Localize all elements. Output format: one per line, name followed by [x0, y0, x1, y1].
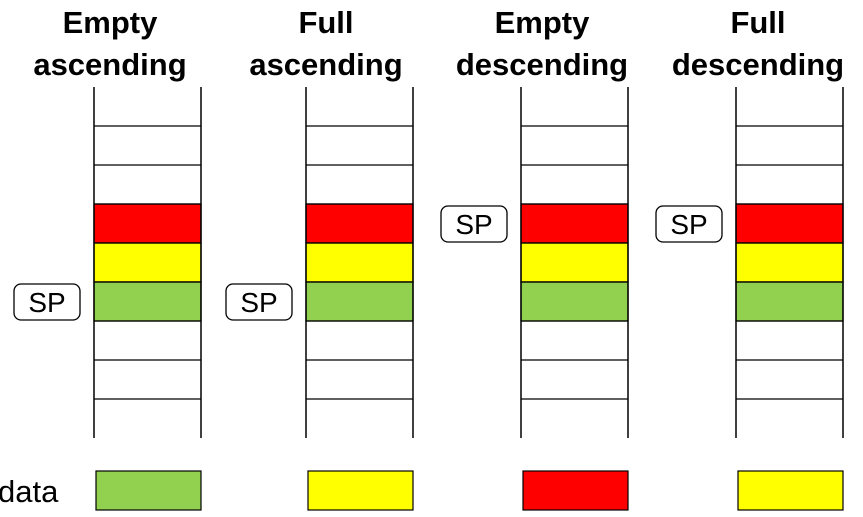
sp-pointer-box-empty-ascending [13, 283, 81, 321]
stack-title-line2-full-ascending: ascending [249, 47, 402, 82]
stack-title-line2-empty-descending: descending [456, 47, 628, 82]
stack-cell-yellow-full-ascending [305, 242, 414, 283]
stack-cell-yellow-empty-ascending [93, 242, 202, 283]
stack-cell-red-empty-ascending [93, 203, 202, 244]
sp-pointer-label-empty-descending: SP [455, 209, 492, 240]
sp-pointer-label-empty-ascending: SP [28, 287, 65, 318]
stack-title-line1-full-ascending: Full [298, 5, 353, 40]
stack-title-line2-full-descending: descending [672, 47, 844, 82]
stack-cell-red-full-ascending [305, 203, 414, 244]
data-swatch-full-descending [737, 470, 844, 511]
stack-cell-green-empty-ascending [93, 281, 202, 322]
stack-cell-red-empty-descending [520, 203, 629, 244]
sp-pointer-box-full-descending [655, 205, 723, 243]
stack-cell-green-empty-descending [520, 281, 629, 322]
data-swatch-empty-ascending [95, 470, 202, 511]
stack-title-line1-full-descending: Full [730, 5, 785, 40]
stack-title-line1-empty-descending: Empty [495, 5, 591, 40]
stack-cell-yellow-empty-descending [520, 242, 629, 283]
sp-pointer-label-full-descending: SP [670, 209, 707, 240]
sp-pointer-label-full-ascending: SP [240, 287, 277, 318]
data-label: data [0, 474, 59, 509]
sp-pointer-box-full-ascending [225, 283, 293, 321]
stack-cell-yellow-full-descending [735, 242, 844, 283]
stack-title-line2-empty-ascending: ascending [33, 47, 186, 82]
data-swatch-empty-descending [522, 470, 629, 511]
stack-cell-red-full-descending [735, 203, 844, 244]
stack-cell-green-full-ascending [305, 281, 414, 322]
sp-pointer-box-empty-descending [440, 205, 508, 243]
data-swatch-full-ascending [307, 470, 414, 511]
stack-title-line1-empty-ascending: Empty [63, 5, 159, 40]
stack-cell-green-full-descending [735, 281, 844, 322]
